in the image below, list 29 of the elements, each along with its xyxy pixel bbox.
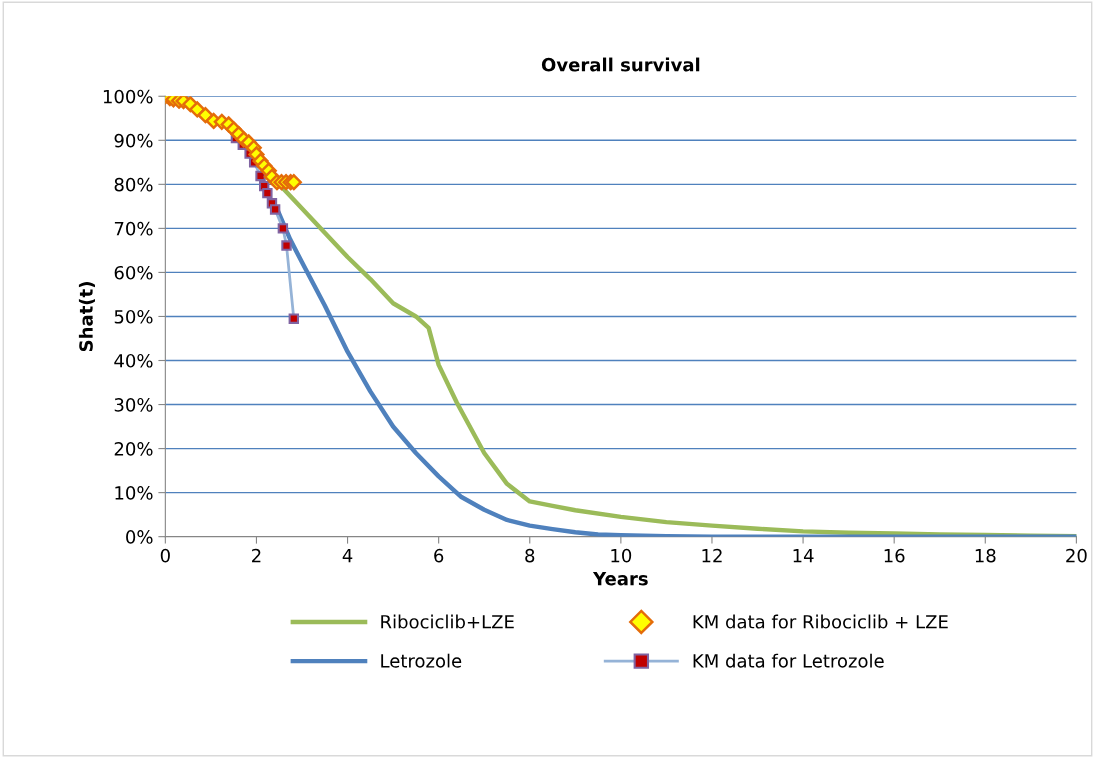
y-tick-label: 80% bbox=[114, 177, 153, 192]
legend-label: Ribociclib+LZE bbox=[381, 614, 514, 629]
y-tick-label: 90% bbox=[114, 133, 153, 148]
x-tick-label: 2 bbox=[252, 548, 261, 563]
x-tick-label: 16 bbox=[884, 548, 905, 563]
y-tick-label: 40% bbox=[114, 353, 153, 368]
x-tick-label: 18 bbox=[975, 548, 996, 563]
y-axis-title: Shat(t) bbox=[78, 282, 95, 352]
chart-title: Overall survival bbox=[541, 57, 700, 72]
legend-label: KM data for Letrozole bbox=[693, 653, 884, 668]
legend-label: Letrozole bbox=[381, 653, 462, 668]
x-tick-label: 12 bbox=[702, 548, 722, 563]
y-tick-label: 20% bbox=[114, 442, 153, 456]
y-tick-label: 100% bbox=[103, 89, 153, 104]
x-tick-label: 8 bbox=[525, 548, 535, 563]
x-tick-label: 6 bbox=[434, 548, 444, 563]
x-tick-label: 20 bbox=[1066, 548, 1087, 563]
y-tick-label: 50% bbox=[114, 309, 153, 324]
x-tick-label: 0 bbox=[160, 548, 170, 563]
y-tick-label: 30% bbox=[114, 398, 153, 412]
y-tick-label: 0% bbox=[126, 530, 153, 544]
x-axis-title: Years bbox=[592, 572, 648, 586]
legend-label: KM data for Ribociclib + LZE bbox=[693, 614, 948, 629]
x-tick-label: 4 bbox=[342, 549, 353, 563]
y-tick-label: 70% bbox=[114, 221, 153, 236]
x-tick-label: 14 bbox=[793, 549, 814, 563]
y-tick-label: 10% bbox=[115, 486, 153, 500]
x-tick-label: 10 bbox=[611, 548, 632, 563]
y-tick-label: 60% bbox=[114, 265, 153, 280]
